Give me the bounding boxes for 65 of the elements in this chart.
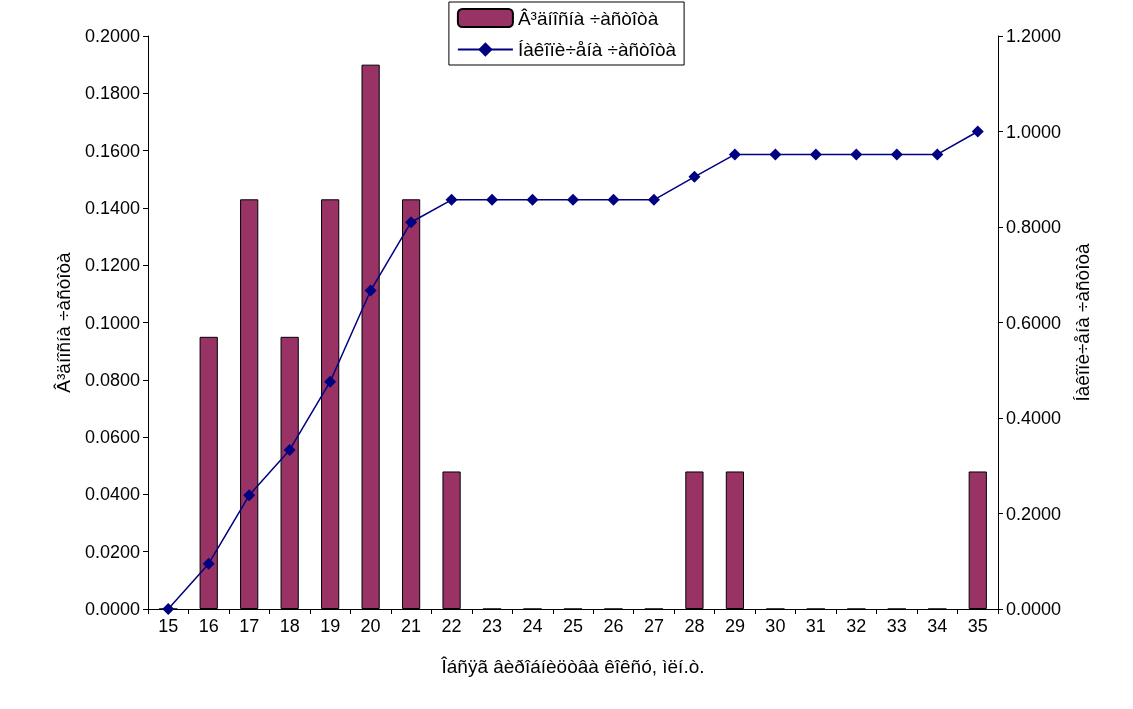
y2-tick-label: 1.2000 (1006, 26, 1062, 46)
x-tick-label: 33 (886, 616, 907, 636)
point (607, 193, 620, 206)
point (486, 193, 499, 206)
point (850, 148, 863, 161)
y-tick-label: 0.0200 (84, 541, 140, 562)
x-tick-label: 34 (927, 616, 948, 636)
y-tick-label: 0.1600 (84, 140, 140, 161)
x-tick-label: 22 (441, 616, 462, 636)
point (647, 193, 660, 206)
point (728, 148, 741, 161)
x-axis-title: Îáñÿã âèðîáíèöòâà êîêñó, ìëí.ò. (440, 656, 705, 677)
x-tick-label: 32 (846, 616, 867, 636)
point (809, 148, 822, 161)
x-tick-label: 27 (643, 616, 664, 636)
point (243, 489, 256, 502)
x-tick-label: 28 (684, 616, 705, 636)
y2-axis-title: Íàêîïè÷åíà ÷àñòîòà (1072, 242, 1093, 402)
x-tick-label: 26 (603, 616, 624, 636)
x-tick-label: 17 (239, 616, 260, 636)
point (162, 603, 175, 615)
y-tick-label: 0.2000 (84, 26, 140, 46)
x-tick-label: 30 (765, 616, 786, 636)
y-tick-label: 0.1400 (84, 197, 140, 218)
point (445, 193, 458, 206)
x-tick-label: 20 (360, 616, 381, 636)
point (405, 216, 418, 229)
point (890, 148, 903, 161)
x-tick-label: 21 (401, 616, 422, 636)
y2-tick-label: 1.0000 (1006, 121, 1062, 142)
point (526, 193, 539, 206)
x-tick-label: 25 (562, 616, 584, 636)
point (688, 170, 701, 183)
y2-tick-label: 0.6000 (1006, 312, 1062, 333)
x-tick-label: 19 (320, 616, 341, 636)
y2-tick-label: 0.4000 (1006, 408, 1062, 428)
y-tick-label: 0.1800 (84, 83, 140, 104)
x-tick-label: 16 (198, 616, 219, 636)
point (324, 375, 337, 388)
y-tick-label: 0.0800 (84, 369, 140, 390)
y-axis-title: Â³äíîñíà ÷àñòîòà (53, 251, 74, 393)
legend-label: Â³äíîñíà ÷àñòîòà (517, 7, 659, 29)
y2-tick-label: 0.8000 (1006, 217, 1062, 237)
point (283, 443, 296, 456)
x-tick-label: 35 (967, 616, 988, 636)
point (931, 148, 944, 161)
x-tick-label: 23 (482, 616, 503, 636)
x-tick-label: 18 (279, 616, 300, 636)
point (364, 284, 377, 297)
point (971, 125, 984, 138)
y-tick-label: 0.1000 (84, 312, 140, 333)
y-tick-label: 0.0000 (84, 599, 140, 619)
point (202, 557, 215, 570)
x-tick-label: 24 (522, 616, 543, 636)
y-tick-label: 0.1200 (84, 255, 140, 276)
point (769, 148, 782, 161)
y2-tick-label: 0.0000 (1006, 599, 1062, 619)
x-tick-label: 15 (158, 616, 179, 636)
y2-tick-label: 0.2000 (1006, 503, 1062, 524)
x-tick-label: 31 (805, 616, 826, 636)
y-tick-label: 0.0600 (84, 427, 140, 448)
y-tick-label: 0.0400 (84, 484, 140, 505)
legend-label: Íàêîïè÷åíà ÷àñòîòà (517, 39, 677, 60)
x-tick-label: 29 (724, 616, 745, 636)
point (567, 193, 579, 206)
